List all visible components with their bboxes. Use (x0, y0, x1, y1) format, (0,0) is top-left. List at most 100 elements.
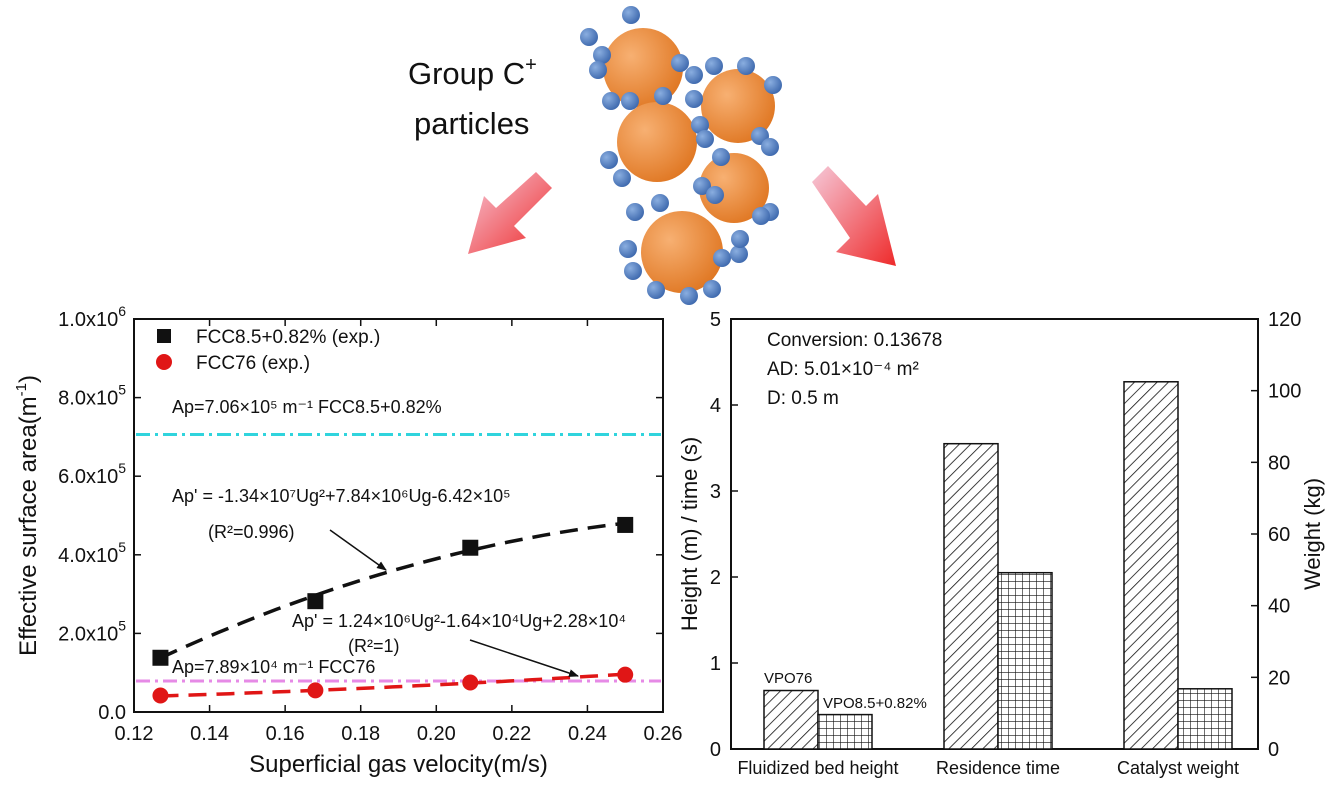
y-tick-label-left: 2 (710, 567, 721, 589)
guest-particle (613, 169, 631, 187)
guest-particle (706, 186, 724, 204)
y-tick-label: 6.0x105 (58, 460, 126, 488)
info-conversion: Conversion: 0.13678 (767, 330, 942, 351)
y-tick-label-left: 5 (710, 309, 721, 331)
x-category-label: Residence time (936, 758, 1060, 778)
host-particle (617, 102, 697, 182)
guest-particle (580, 28, 598, 46)
guest-particle (651, 194, 669, 212)
info-diameter: D: 0.5 m (767, 388, 839, 409)
guest-particle (731, 230, 749, 248)
bar-vpo85 (1177, 688, 1233, 750)
header-title: Group C+ (408, 54, 537, 91)
legend-marker-fcc76 (156, 354, 172, 370)
guest-particle (761, 138, 779, 156)
guest-particle (621, 92, 639, 110)
legend-label-fcc85: FCC8.5+0.82% (exp.) (196, 327, 380, 348)
guest-particle (705, 57, 723, 75)
bar-vpo85 (817, 713, 873, 750)
y-tick-label: 8.0x105 (58, 382, 126, 410)
arrow-right-icon (812, 166, 896, 266)
x-tick-label: 0.22 (492, 723, 531, 745)
y-tick-label-right: 40 (1268, 596, 1290, 618)
guest-particle (647, 281, 665, 299)
x-tick-label: 0.18 (341, 723, 380, 745)
guest-particle (737, 57, 755, 75)
y-tick-label-left: 1 (710, 653, 721, 675)
y-tick-label-right: 100 (1268, 381, 1301, 403)
bar-vpo76 (943, 442, 999, 750)
y-tick-label-left: 4 (710, 395, 721, 417)
guest-particle (685, 90, 703, 108)
x-tick-label: 0.20 (417, 723, 456, 745)
guest-particle (602, 92, 620, 110)
bar-vpo85 (997, 571, 1053, 750)
plot-frame (133, 318, 664, 713)
data-point-fcc76 (617, 666, 634, 683)
guest-particle (626, 203, 644, 221)
arrow-left-icon (468, 172, 552, 254)
guest-particle (712, 148, 730, 166)
info-area: AD: 5.01×10⁻⁴ m² (767, 359, 919, 380)
data-point-fcc85 (152, 649, 169, 666)
legend-label-fcc76: FCC76 (exp.) (196, 353, 310, 374)
guest-particle (619, 240, 637, 258)
y-tick-label: 2.0x105 (58, 617, 126, 645)
guest-particle (600, 151, 618, 169)
guest-particle (691, 116, 709, 134)
x-tick-label: 0.16 (266, 723, 305, 745)
host-particle (641, 211, 723, 293)
y-tick-label: 0.0 (98, 702, 126, 724)
host-particle (699, 153, 769, 223)
guest-particle (693, 177, 711, 195)
data-point-fcc85 (307, 593, 324, 610)
y-tick-label-left: 3 (710, 481, 721, 503)
legend-marker-fcc85 (157, 329, 171, 343)
fit-equation-fcc85: Ap' = -1.34×10⁷Ug²+7.84×10⁶Ug-6.42×10⁵ (172, 486, 511, 506)
fit-equation-fcc76: Ap' = 1.24×10⁶Ug²-1.64×10⁴Ug+2.28×10⁴ (292, 611, 626, 631)
y-tick-label-right: 20 (1268, 667, 1290, 689)
x-category-label: Catalyst weight (1117, 758, 1239, 778)
fit-r2-fcc85: (R²=0.996) (208, 522, 295, 542)
y-tick-label: 1.0x106 (58, 303, 126, 331)
bar-vpo76 (763, 689, 819, 750)
particle-cluster-illustration (580, 6, 782, 305)
fit-curve (159, 521, 626, 660)
host-particle (701, 69, 775, 143)
reference-label-fcc85: Ap=7.06×10⁵ m⁻¹ FCC8.5+0.82% (172, 397, 442, 417)
annotation-arrow (469, 639, 579, 677)
guest-particle (730, 245, 748, 263)
x-category-label: Fluidized bed height (737, 758, 898, 778)
y-tick-label-right: 80 (1268, 452, 1290, 474)
x-tick-label: 0.14 (190, 723, 229, 745)
y-tick-label-right: 0 (1268, 739, 1279, 761)
guest-particle (624, 262, 642, 280)
guest-particle (713, 249, 731, 267)
x-axis-label: Superficial gas velocity(m/s) (249, 751, 548, 778)
bar-label-vpo76: VPO76 (764, 670, 812, 687)
y-tick-label-right: 120 (1268, 309, 1301, 331)
guest-particle (685, 66, 703, 84)
guest-particle (752, 207, 770, 225)
fit-curve (160, 672, 626, 698)
left-chart: 0.12 0.14 0.16 0.18 0.20 0.22 0.24 0.26 0.0 2.0x1… (13, 303, 682, 778)
guest-particle (593, 46, 611, 64)
header-subtitle: particles (414, 106, 529, 141)
annotation-arrow (329, 529, 387, 571)
guest-particle (680, 287, 698, 305)
guest-particle (589, 61, 607, 79)
data-point-fcc76 (462, 674, 479, 691)
guest-particle (671, 54, 689, 72)
fit-r2-fcc76: (R²=1) (348, 636, 400, 656)
guest-particle (703, 280, 721, 298)
reference-label-fcc76: Ap=7.89×10⁴ m⁻¹ FCC76 (172, 657, 375, 677)
y-axis-label-left: Height (m) / time (s) (677, 437, 702, 631)
guest-particle (764, 76, 782, 94)
y-tick-label-right: 60 (1268, 524, 1290, 546)
data-point-fcc76 (307, 682, 324, 699)
x-tick-label: 0.12 (115, 723, 154, 745)
y-tick-label-left: 0 (710, 739, 721, 761)
y-axis-label-right: Weight (kg) (1300, 478, 1325, 590)
